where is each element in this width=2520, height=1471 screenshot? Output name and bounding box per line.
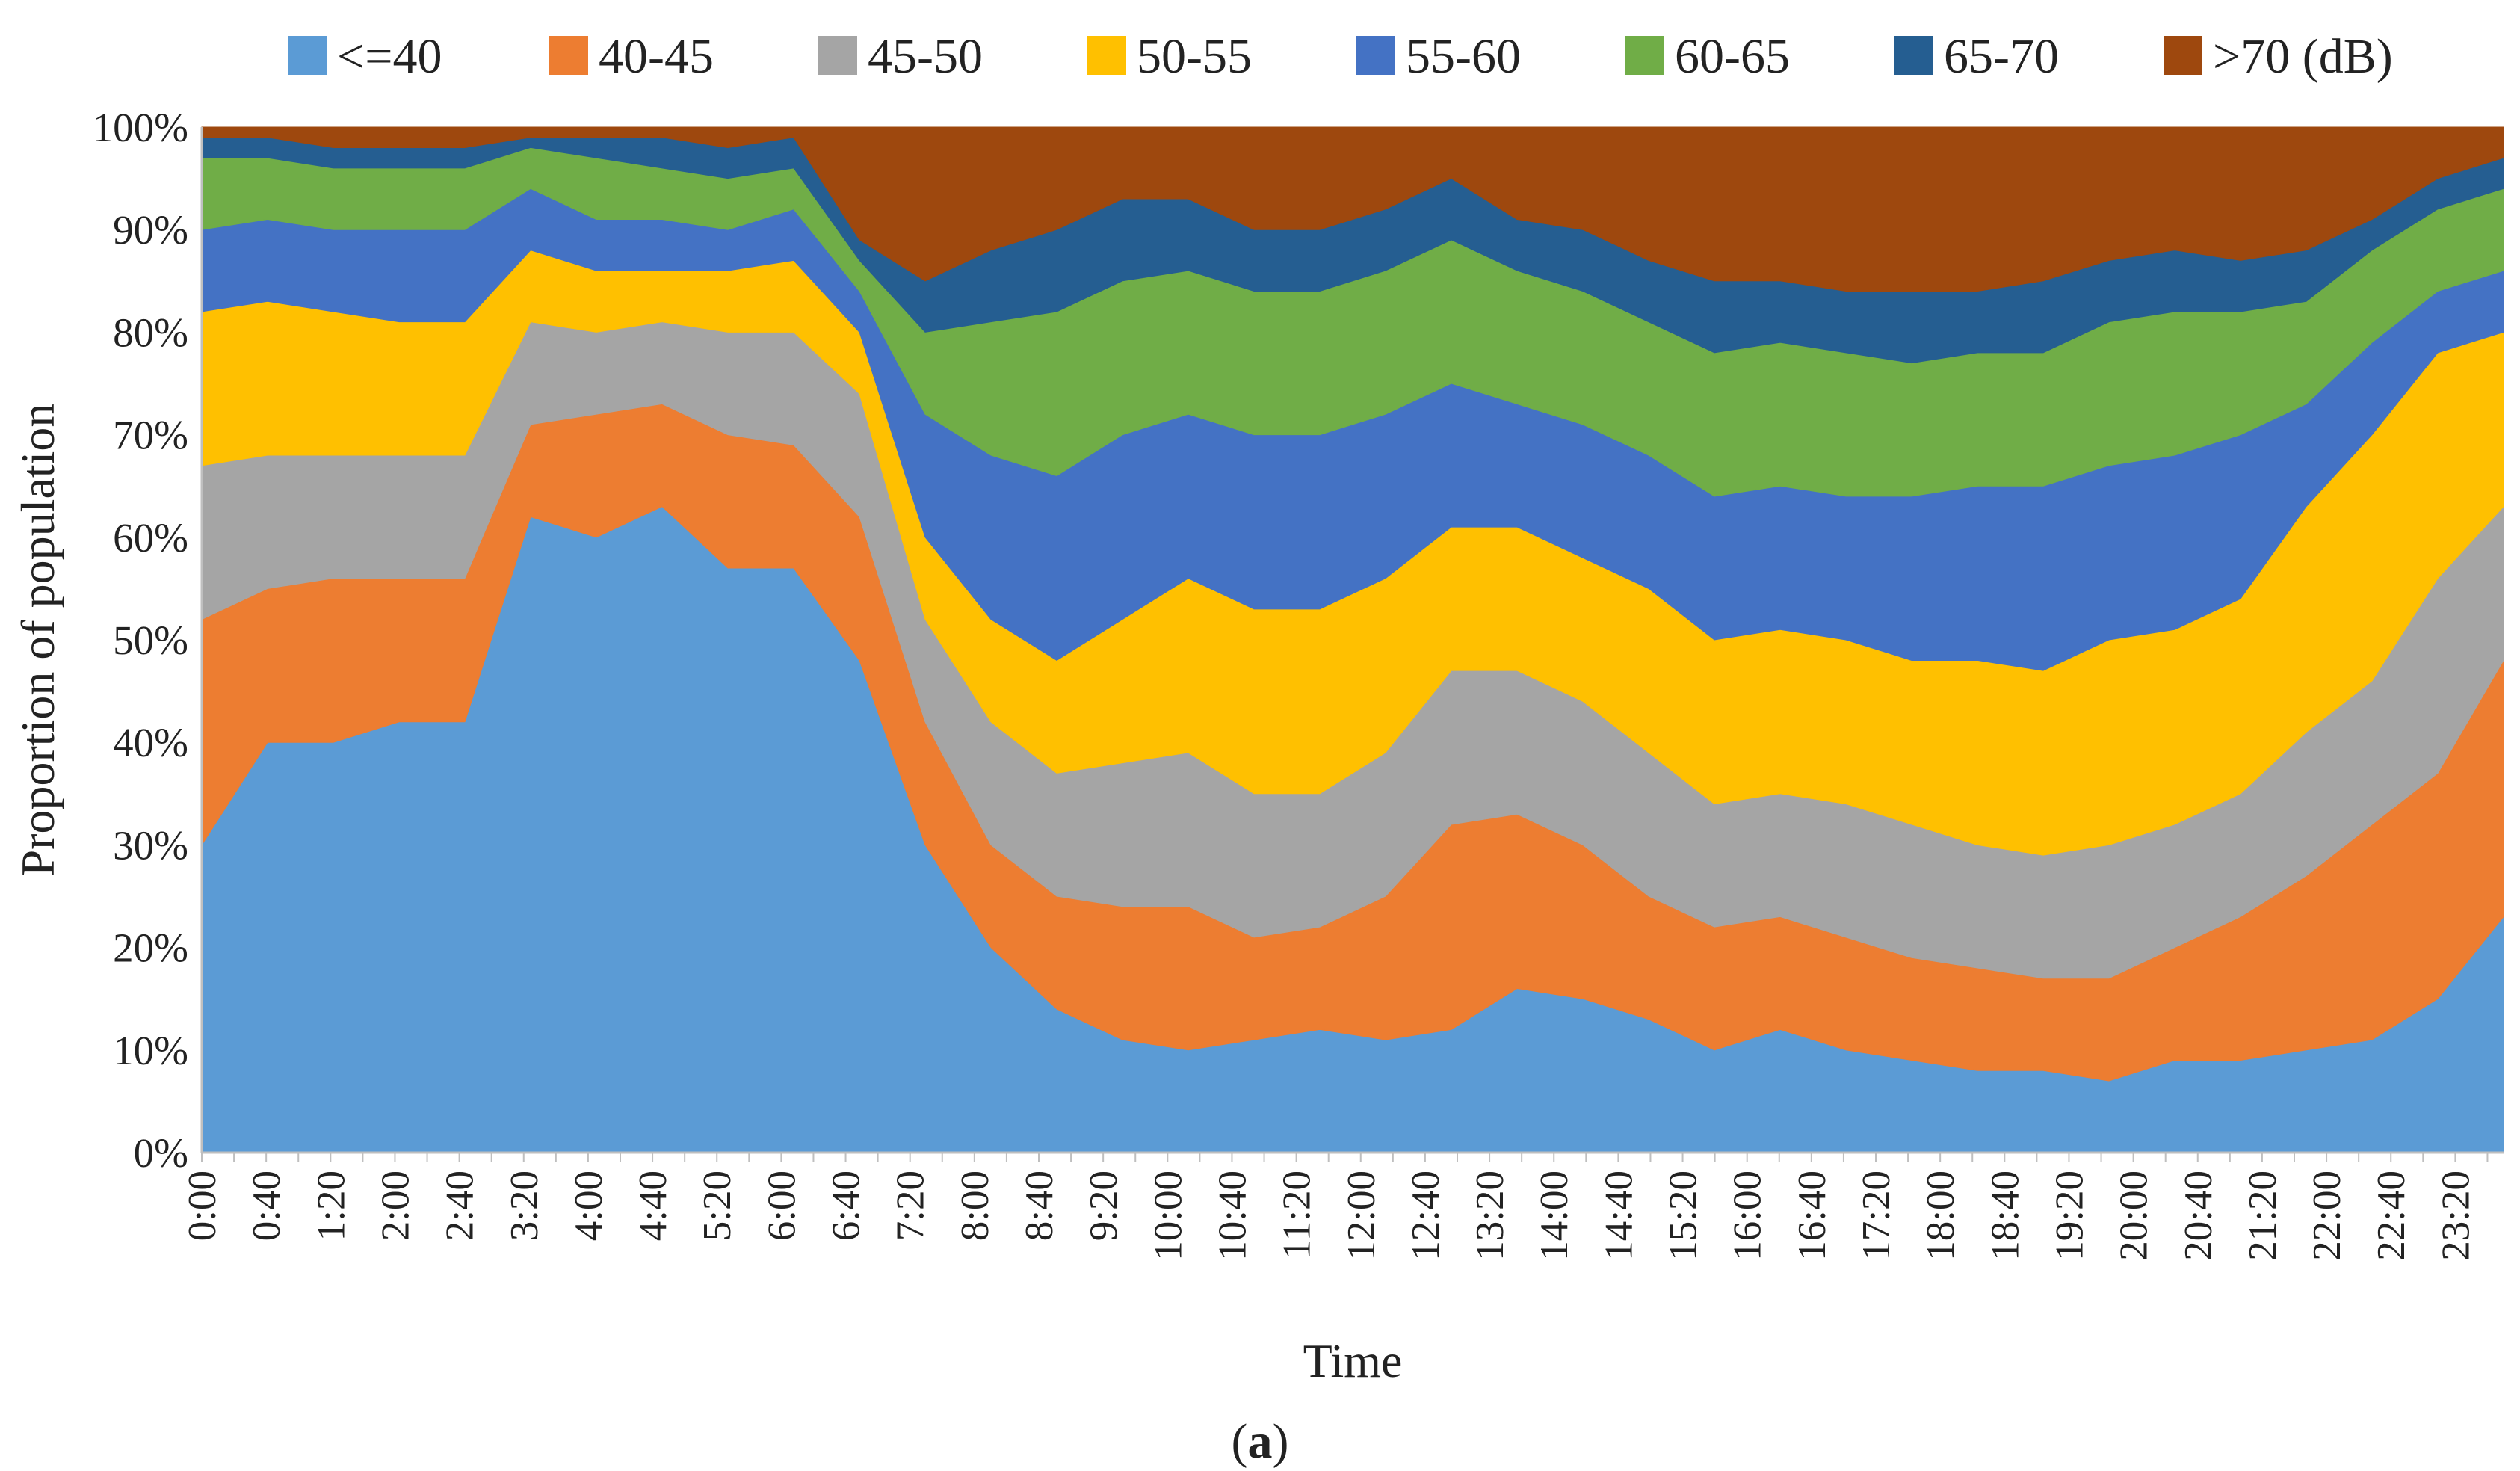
- y-tick-label: 40%: [113, 720, 188, 765]
- x-tick-label: 6:40: [825, 1171, 868, 1241]
- legend-label: 50-55: [1137, 29, 1252, 84]
- x-tick-label: 18:00: [1919, 1171, 1962, 1261]
- x-tick-label: 8:40: [1018, 1171, 1061, 1241]
- x-tick-label: 16:40: [1791, 1171, 1834, 1261]
- y-tick-label: 100%: [93, 105, 188, 150]
- x-tick-label: 19:20: [2048, 1171, 2091, 1261]
- x-tick-label: 7:20: [889, 1171, 933, 1241]
- x-tick-label: 17:20: [1855, 1171, 1898, 1261]
- y-tick-label: 60%: [113, 515, 188, 561]
- x-tick-label: 22:40: [2370, 1171, 2413, 1261]
- legend: <=40 40-45 45-50 50-55 55-60 60-65 65-70 >70 (d…: [288, 29, 2393, 84]
- x-axis-title: Time: [1303, 1334, 1403, 1387]
- x-tick-label: 14:00: [1533, 1171, 1576, 1261]
- x-tick-label: 22:00: [2306, 1171, 2349, 1261]
- y-tick-label: 10%: [113, 1028, 188, 1073]
- x-tick-label: 21:20: [2241, 1171, 2285, 1261]
- legend-swatch: [1625, 36, 1664, 75]
- y-tick-label: 50%: [113, 617, 188, 663]
- x-tick-label: 11:20: [1276, 1171, 1319, 1259]
- x-tick-label: 3:20: [503, 1171, 546, 1241]
- legend-label: >70 (dB): [2213, 29, 2393, 84]
- x-tick-label: 6:00: [760, 1171, 803, 1241]
- legend-label: 60-65: [1675, 29, 1790, 84]
- legend-item: 40-45: [549, 29, 714, 84]
- x-tick-label: 2:40: [439, 1171, 482, 1241]
- y-axis-title: Proportion of population: [11, 404, 64, 877]
- x-tick-marks: [201, 1153, 2489, 1162]
- y-tick-labels: 0% 10% 20% 30% 40% 50% 60% 70% 80% 90% 100%: [93, 105, 188, 1176]
- x-tick-label: 16:00: [1726, 1171, 1770, 1261]
- x-tick-label: 15:20: [1662, 1171, 1705, 1261]
- y-tick-label: 70%: [113, 413, 188, 458]
- x-tick-label: 13:20: [1469, 1171, 1512, 1261]
- y-tick-label: 30%: [113, 822, 188, 868]
- x-tick-label: 4:00: [567, 1171, 611, 1241]
- x-tick-label: 20:40: [2177, 1171, 2220, 1261]
- legend-label: 40-45: [599, 29, 714, 84]
- area-series-group: [201, 126, 2504, 1153]
- x-tick-label: 0:40: [245, 1171, 288, 1241]
- legend-swatch: [1356, 36, 1395, 75]
- y-tick-label: 80%: [113, 309, 188, 355]
- legend-swatch: [549, 36, 588, 75]
- x-tick-label: 1:20: [309, 1171, 353, 1241]
- legend-swatch: [818, 36, 857, 75]
- legend-label: <=40: [337, 29, 442, 84]
- legend-item: 60-65: [1625, 29, 1790, 84]
- legend-swatch: [288, 36, 327, 75]
- x-tick-labels: 0:00 0:40 1:20 2:00 2:40 3:20 4:00 4:40 5:20 6:00…: [181, 1171, 2477, 1261]
- area-series-7: [201, 126, 2504, 292]
- y-tick-label: 90%: [113, 207, 188, 253]
- y-tick-label: 0%: [134, 1130, 188, 1176]
- legend-swatch: [1894, 36, 1933, 75]
- legend-label: 55-60: [1406, 29, 1521, 84]
- caption-letter: a: [1248, 1414, 1273, 1469]
- x-tick-label: 9:20: [1082, 1171, 1125, 1241]
- x-tick-label: 8:00: [954, 1171, 997, 1241]
- x-tick-label: 12:40: [1404, 1171, 1448, 1261]
- x-tick-label: 4:40: [631, 1171, 675, 1241]
- legend-label: 45-50: [868, 29, 983, 84]
- legend-item: 50-55: [1087, 29, 1252, 84]
- legend-item: 45-50: [818, 29, 983, 84]
- x-tick-label: 10:40: [1211, 1171, 1254, 1261]
- legend-label: 65-70: [1944, 29, 2059, 84]
- x-tick-label: 0:00: [181, 1171, 224, 1241]
- legend-item: 65-70: [1894, 29, 2059, 84]
- legend-item: 55-60: [1356, 29, 1521, 84]
- legend-item: >70 (dB): [2164, 29, 2393, 84]
- x-tick-label: 18:40: [1983, 1171, 2027, 1261]
- x-tick-label: 14:40: [1597, 1171, 1640, 1261]
- x-tick-label: 2:00: [374, 1171, 417, 1241]
- x-tick-label: 5:20: [696, 1171, 739, 1241]
- x-tick-label: 20:00: [2113, 1171, 2156, 1261]
- y-tick-label: 20%: [113, 925, 188, 971]
- legend-item: <=40: [288, 29, 442, 84]
- legend-swatch: [2164, 36, 2202, 75]
- figure-caption: (a): [1232, 1414, 1289, 1469]
- legend-swatch: [1087, 36, 1126, 75]
- x-tick-label: 23:20: [2434, 1171, 2477, 1261]
- x-tick-label: 10:00: [1146, 1171, 1190, 1261]
- x-tick-label: 12:00: [1340, 1171, 1383, 1261]
